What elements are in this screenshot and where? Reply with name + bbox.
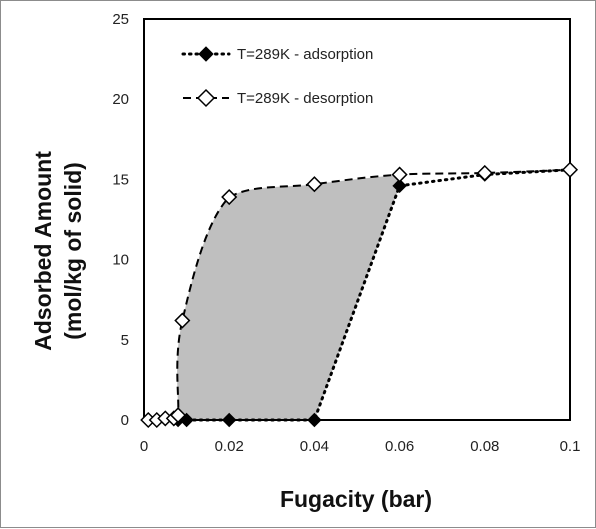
desorption-point bbox=[391, 166, 408, 183]
x-tick-label: 0.08 bbox=[470, 438, 499, 455]
x-axis-title: Fugacity (bar) bbox=[280, 486, 432, 512]
desorption-point bbox=[170, 407, 187, 424]
y-tick-label: 20 bbox=[112, 91, 129, 108]
legend: T=289K - adsorption T=289K - desorption bbox=[181, 46, 373, 108]
x-tick-label: 0.1 bbox=[560, 438, 581, 455]
y-axis-title-line1: Adsorbed Amount bbox=[30, 151, 56, 351]
desorption-point bbox=[476, 164, 493, 182]
y-tick-label: 25 bbox=[112, 11, 129, 28]
desorption-point bbox=[561, 161, 579, 178]
legend-desorption-label: T=289K - desorption bbox=[237, 90, 373, 107]
hysteresis-area bbox=[177, 174, 400, 420]
y-tick-label: 10 bbox=[112, 252, 129, 269]
y-axis-ticks: 0 5 10 15 20 25 bbox=[112, 11, 129, 429]
plot-area-border bbox=[143, 18, 571, 421]
desorption-point bbox=[174, 312, 191, 329]
desorption-point bbox=[306, 176, 323, 193]
legend-desorption-marker bbox=[196, 88, 216, 108]
x-tick-label: 0.04 bbox=[300, 438, 329, 455]
desorption-point bbox=[221, 188, 238, 206]
y-tick-label: 15 bbox=[112, 171, 129, 188]
legend-adsorption-label: T=289K - adsorption bbox=[237, 46, 373, 63]
y-tick-label: 0 bbox=[121, 412, 129, 429]
series-markers bbox=[140, 161, 579, 429]
x-tick-label: 0 bbox=[140, 438, 148, 455]
x-axis-ticks: 0 0.02 0.04 0.06 0.08 0.1 bbox=[140, 438, 581, 455]
y-axis-title-line2: (mol/kg of solid) bbox=[60, 162, 86, 340]
y-tick-label: 5 bbox=[121, 332, 129, 349]
adsorption-point bbox=[392, 178, 407, 194]
x-tick-label: 0.06 bbox=[385, 438, 414, 455]
adsorption-point bbox=[307, 412, 322, 428]
legend-adsorption-marker bbox=[198, 46, 214, 62]
x-tick-label: 0.02 bbox=[215, 438, 244, 455]
adsorption-point bbox=[221, 412, 237, 428]
